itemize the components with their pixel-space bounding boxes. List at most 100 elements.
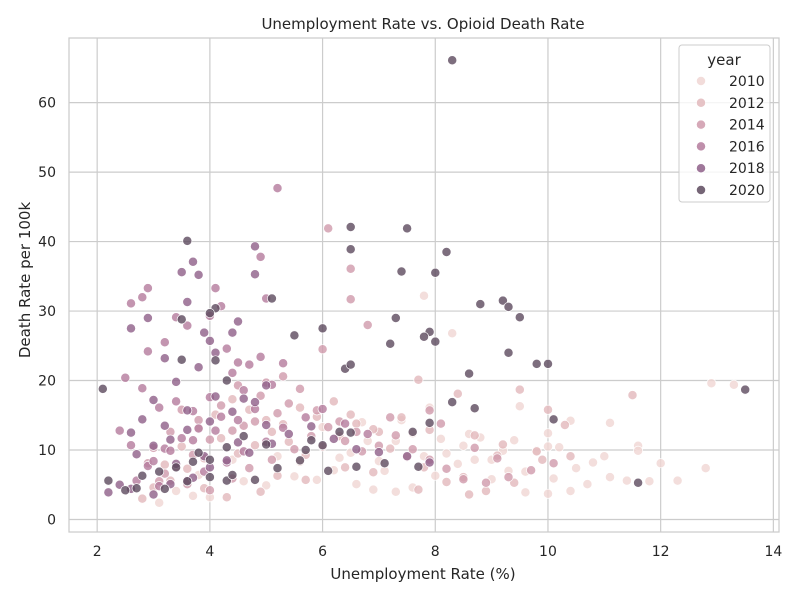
data-point: [706, 378, 717, 389]
data-point: [266, 426, 277, 437]
data-point: [424, 457, 435, 468]
data-point: [261, 439, 272, 450]
y-tick-label: 10: [38, 443, 56, 459]
data-point: [728, 379, 739, 390]
data-point: [672, 475, 683, 486]
data-point: [126, 427, 136, 438]
data-point: [531, 446, 542, 457]
data-point: [514, 384, 525, 395]
data-point: [137, 414, 148, 425]
data-point: [526, 465, 537, 476]
data-point: [362, 429, 373, 439]
data-point: [250, 416, 260, 427]
y-tick-label: 30: [38, 304, 56, 320]
data-point: [221, 492, 232, 503]
x-axis-label: Unemployment Rate (%): [330, 565, 515, 583]
data-point: [435, 433, 446, 444]
data-point: [193, 415, 204, 426]
data-point: [571, 463, 582, 474]
data-point: [351, 418, 362, 429]
data-point: [548, 414, 559, 425]
data-point: [159, 420, 170, 431]
data-point: [351, 444, 362, 455]
data-point: [289, 471, 300, 482]
data-point: [204, 454, 215, 465]
data-point: [537, 454, 548, 465]
y-axis-label: Death Rate per 100k: [16, 202, 34, 359]
data-point: [261, 480, 272, 491]
data-point: [283, 429, 294, 439]
data-point: [605, 472, 615, 483]
data-point: [300, 474, 311, 485]
data-point: [447, 55, 458, 66]
data-point: [345, 244, 356, 255]
data-point: [289, 444, 300, 455]
data-point: [503, 472, 514, 483]
data-point: [520, 487, 531, 498]
data-point: [137, 383, 148, 394]
data-point: [204, 416, 215, 427]
legend-label: 2012: [729, 96, 765, 112]
data-point: [126, 323, 136, 334]
data-point: [340, 418, 351, 429]
legend-title: year: [707, 51, 741, 69]
data-point: [182, 235, 193, 246]
data-point: [137, 493, 148, 504]
data-point: [204, 308, 215, 319]
data-points: [97, 55, 751, 508]
data-point: [266, 293, 277, 304]
legend-entry-2020: 2020: [696, 183, 765, 199]
y-tick-labels: 0 10 20 30 40 50 60: [38, 96, 56, 529]
data-point: [441, 247, 452, 257]
data-point: [210, 355, 221, 366]
data-point: [633, 477, 644, 488]
data-point: [221, 375, 232, 386]
data-point: [402, 223, 413, 234]
data-point: [199, 327, 210, 338]
legend-marker: [696, 141, 706, 152]
data-point: [176, 354, 187, 365]
data-point: [435, 418, 446, 429]
data-point: [188, 256, 198, 267]
chart-title: Unemployment Rate vs. Opioid Death Rate: [261, 15, 584, 33]
data-point: [278, 422, 289, 433]
data-point: [204, 434, 215, 445]
data-point: [396, 266, 407, 277]
data-point: [131, 449, 142, 460]
plot-frame: [68, 37, 780, 533]
data-point: [475, 299, 486, 310]
data-point: [543, 404, 553, 415]
data-point: [295, 383, 305, 394]
data-point: [419, 331, 429, 342]
data-point: [644, 476, 655, 487]
data-point: [193, 362, 204, 373]
data-point: [700, 463, 711, 474]
data-point: [171, 462, 182, 473]
series-2020: [97, 55, 751, 496]
data-point: [176, 433, 187, 444]
legend-marker: [696, 76, 706, 86]
data-point: [351, 461, 362, 472]
data-point: [345, 222, 356, 232]
data-point: [266, 454, 277, 465]
x-tick-label: 8: [431, 544, 440, 560]
data-point: [317, 344, 328, 355]
data-point: [272, 183, 283, 194]
data-point: [300, 412, 311, 423]
data-point: [334, 452, 345, 463]
data-point: [407, 444, 418, 455]
data-point: [306, 421, 317, 432]
data-point: [131, 483, 142, 494]
legend-entry-2012: 2012: [696, 96, 765, 112]
data-point: [250, 397, 260, 408]
data-point: [227, 406, 238, 417]
legend-label: 2016: [729, 139, 765, 155]
data-point: [345, 294, 356, 305]
data-point: [126, 298, 136, 309]
data-point: [233, 357, 243, 368]
data-point: [255, 390, 266, 401]
data-point: [210, 425, 221, 436]
data-point: [430, 267, 441, 278]
legend-label: 2014: [729, 118, 765, 134]
data-point: [238, 393, 249, 404]
